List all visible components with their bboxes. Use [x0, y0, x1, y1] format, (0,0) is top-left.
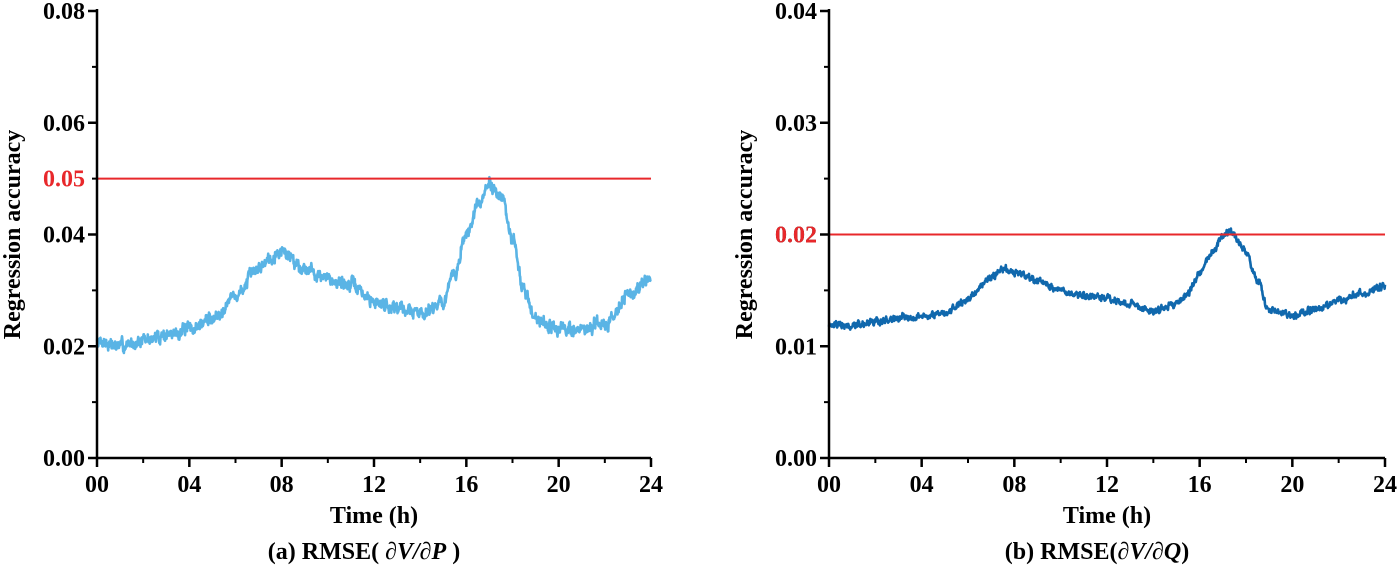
x-axis-label: Time (h) — [1063, 503, 1151, 529]
chart-caption: (a) RMSE( ∂V/∂P ) — [268, 539, 460, 565]
x-tick-label: 08 — [270, 472, 294, 498]
y-tick-label: 0.06 — [43, 111, 85, 137]
x-tick-label: 20 — [1280, 472, 1304, 498]
y-axis-label: Regression accuracy — [0, 130, 26, 340]
series-line — [827, 227, 1387, 331]
x-tick-label: 12 — [362, 472, 386, 498]
y-tick-label: 0.08 — [43, 0, 85, 25]
y-tick-label: 0.04 — [43, 223, 85, 249]
threshold-label: 0.05 — [43, 167, 85, 193]
chart-caption: (b) RMSE(∂V/∂Q) — [1005, 539, 1189, 565]
x-tick-label: 08 — [1002, 472, 1026, 498]
x-tick-label: 20 — [547, 472, 571, 498]
x-tick-label: 16 — [454, 472, 478, 498]
y-tick-label: 0.00 — [43, 446, 85, 472]
y-axis-label: Regression accuracy — [732, 130, 758, 340]
y-tick-label: 0.01 — [775, 334, 817, 360]
y-tick-label: 0.02 — [43, 334, 85, 360]
x-tick-label: 00 — [85, 472, 109, 498]
series-line — [95, 175, 652, 355]
y-tick-label: 0.04 — [775, 0, 817, 25]
x-tick-label: 04 — [177, 472, 201, 498]
x-tick-label: 00 — [817, 472, 841, 498]
x-tick-label: 24 — [639, 472, 663, 498]
y-tick-label: 0.00 — [775, 446, 817, 472]
y-tick-label: 0.02 — [775, 223, 817, 249]
x-tick-label: 12 — [1095, 472, 1119, 498]
x-axis-label: Time (h) — [330, 503, 418, 529]
chart-panel-0: 00 04 08 12 16 20 24 0.00 0.02 0.04 0.06 0.08 0.05 Ti… — [0, 0, 663, 565]
threshold-label: 0.02 — [775, 223, 817, 249]
x-tick-label: 24 — [1373, 472, 1397, 498]
x-tick-label: 04 — [910, 472, 934, 498]
y-tick-label: 0.03 — [775, 111, 817, 137]
x-tick-label: 16 — [1188, 472, 1212, 498]
chart-panel-1: 00 04 08 12 16 20 240.000.010.020.030.040.02Ti… — [732, 0, 1397, 565]
